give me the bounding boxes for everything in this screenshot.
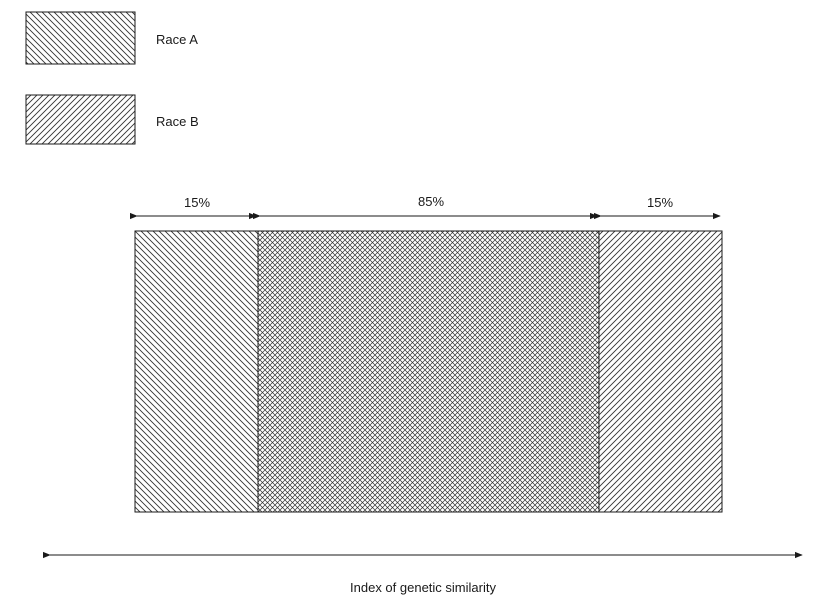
segment-race-a: [134, 230, 259, 513]
similarity-bar: [134, 230, 723, 513]
segment-race-b: [598, 230, 723, 513]
legend-label-race-b: Race B: [156, 114, 199, 129]
segment-overlap: [257, 230, 600, 513]
dimension-label-race-b: 15%: [647, 195, 673, 210]
axis: Index of genetic similarity: [42, 551, 803, 595]
legend-swatch-race-a: [25, 11, 136, 65]
legend-swatch-race-b: [25, 94, 136, 145]
legend: Race A Race B: [25, 11, 199, 145]
dimension-label-race-a: 15%: [184, 195, 210, 210]
axis-label: Index of genetic similarity: [350, 580, 496, 595]
legend-item-race-b: Race B: [25, 94, 199, 145]
legend-label-race-a: Race A: [156, 32, 198, 47]
legend-item-race-a: Race A: [25, 11, 198, 65]
dimension-label-overlap: 85%: [418, 194, 444, 209]
segment-dimensions: 15% 85% 15%: [129, 194, 721, 220]
